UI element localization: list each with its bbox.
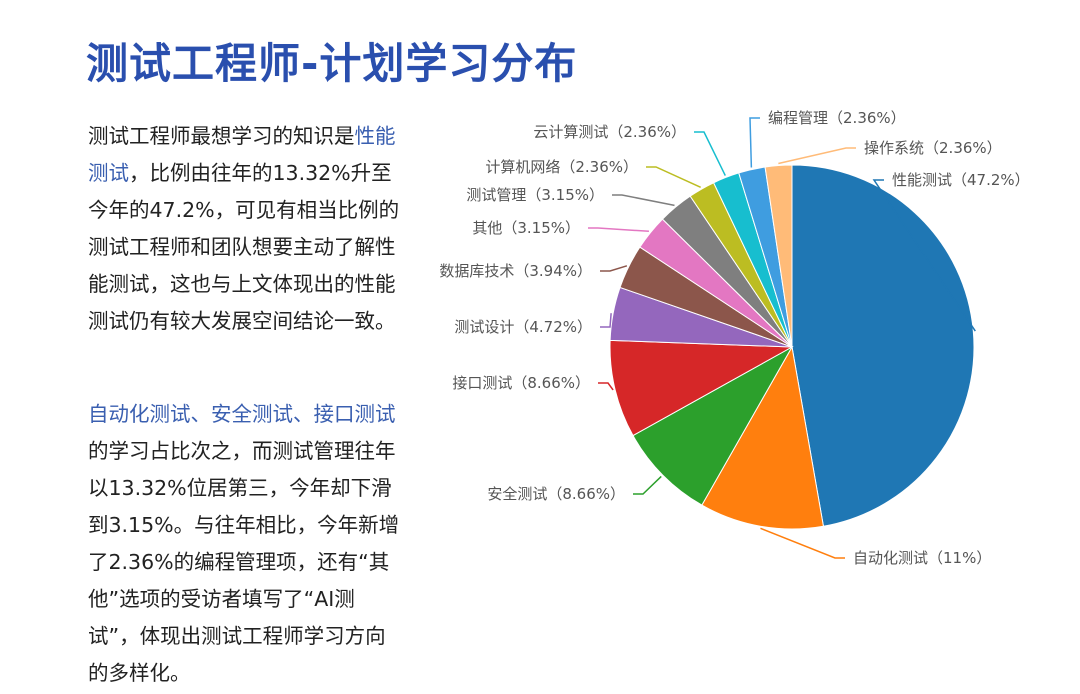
slice-label: 编程管理（2.36%）	[768, 109, 906, 127]
pie-slice	[701, 345, 825, 530]
slice-category: 云计算测试	[533, 123, 608, 141]
slice-category: 性能测试	[892, 171, 952, 189]
slice-category: 计算机网络	[485, 158, 560, 176]
slice-category: 其他	[472, 219, 502, 237]
leader-line	[600, 265, 628, 272]
slice-category: 接口测试	[452, 374, 512, 392]
text: 的学习占比次之，而测试管理往年以13.32%位居第三，今年却下滑到3.15%。与…	[88, 439, 400, 685]
title: 测试工程师-计划学习分布	[86, 39, 578, 88]
slice-label: 操作系统（2.36%）	[864, 139, 1002, 157]
pie-slice	[764, 164, 793, 348]
leader-line	[646, 166, 701, 188]
slice-category: 编程管理	[768, 109, 828, 127]
slice-label: 其他（3.15%）	[472, 219, 580, 237]
leader-line	[612, 194, 675, 207]
slice-value: （2.36%）	[560, 158, 638, 176]
leader-line	[600, 313, 612, 328]
slice-category: 测试设计	[454, 318, 514, 336]
slice-value: （4.72%）	[514, 318, 592, 336]
highlight: 性能测试	[88, 124, 396, 185]
leader-line	[694, 131, 726, 176]
slice-value: （8.66%）	[547, 485, 625, 503]
slice-category: 数据库技术	[439, 262, 514, 280]
paragraph: 自动化测试、安全测试、接口测试的学习占比次之，而测试管理往年以13.32%位居第…	[88, 396, 406, 692]
slice-value: （3.15%）	[502, 219, 580, 237]
paragraph: 测试工程师最想学习的知识是性能测试，比例由往年的13.32%升至今年的47.2%…	[88, 118, 406, 340]
slice-label: 计算机网络（2.36%）	[485, 158, 638, 176]
text: 测试工程师最想学习的知识是	[88, 124, 355, 148]
pie-slice	[632, 345, 794, 506]
slice-label: 接口测试（8.66%）	[452, 374, 590, 392]
slice-value: （2.36%）	[608, 123, 686, 141]
leader-line	[588, 227, 649, 233]
slice-label: 数据库技术（3.94%）	[439, 262, 592, 280]
slice-category: 操作系统	[864, 139, 924, 157]
slice-label: 云计算测试（2.36%）	[533, 123, 686, 141]
pie-slice	[791, 164, 975, 527]
slice-value: （47.2%）	[952, 171, 1030, 189]
leader-line	[633, 475, 662, 495]
slice-label: 自动化测试（11%）	[853, 549, 991, 567]
leader-line	[598, 382, 614, 391]
slice-label: 测试设计（4.72%）	[454, 318, 592, 336]
leader-line	[760, 527, 845, 559]
leader-line	[872, 179, 976, 332]
slice-value: （8.66%）	[512, 374, 590, 392]
slice-value: （2.36%）	[828, 109, 906, 127]
slice-value: （3.94%）	[514, 262, 592, 280]
slice-value: （11%）	[928, 549, 991, 567]
slice-label: 性能测试（47.2%）	[892, 171, 1030, 189]
leader-line	[749, 117, 760, 168]
pie-slice	[609, 339, 794, 437]
slice-category: 测试管理	[466, 186, 526, 204]
slice-category: 安全测试	[487, 485, 547, 503]
slice-value: （3.15%）	[526, 186, 604, 204]
slice-category: 自动化测试	[853, 549, 928, 567]
highlight: 自动化测试、安全测试、接口测试	[88, 402, 396, 426]
slice-label: 测试管理（3.15%）	[466, 186, 604, 204]
slice-value: （2.36%）	[924, 139, 1002, 157]
slice-label: 安全测试（8.66%）	[487, 485, 625, 503]
leader-line	[778, 147, 856, 165]
text: ，比例由往年的13.32%升至今年的47.2%，可见有相当比例的测试工程师和团队…	[88, 161, 400, 333]
